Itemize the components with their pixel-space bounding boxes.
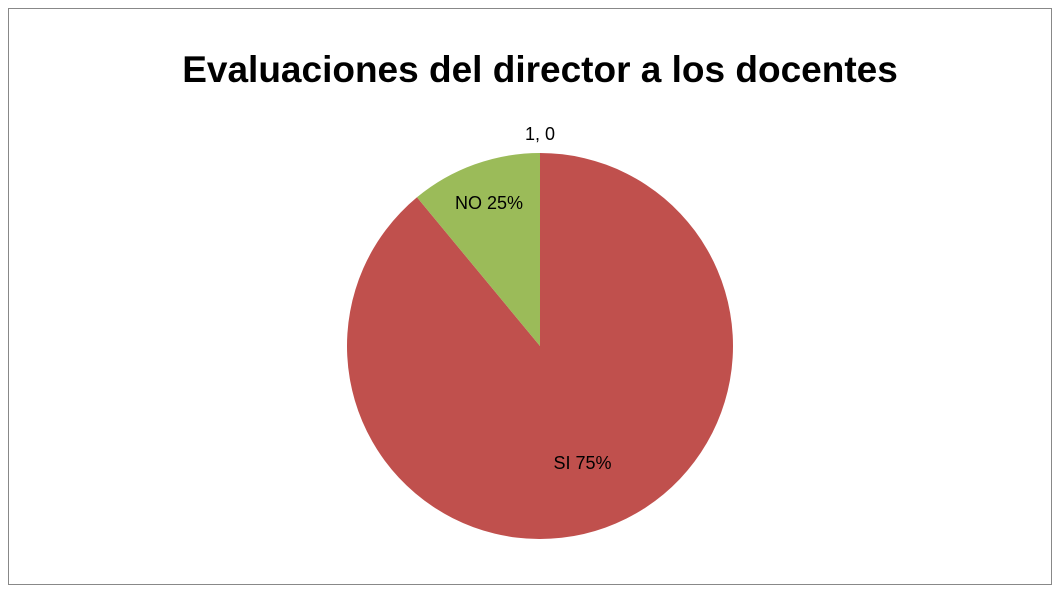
data-label: NO 25% [455,193,523,213]
pie-slice [346,153,733,540]
data-label: SI 75% [553,453,611,473]
pie-slice [416,153,540,346]
chart-title: Evaluaciones del director a los docentes [182,49,898,90]
data-label: 1, 0 [525,124,555,144]
